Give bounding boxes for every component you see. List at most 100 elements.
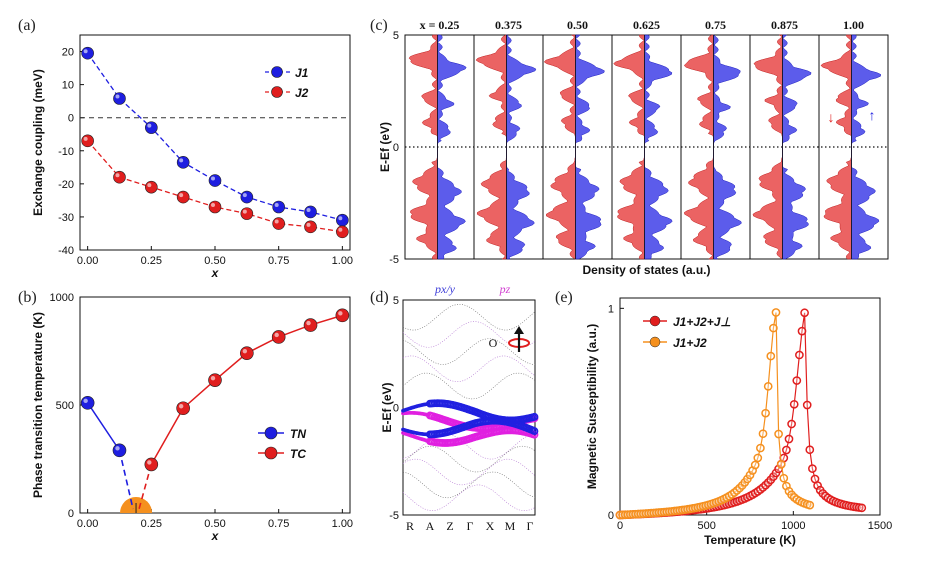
panel-a-legend-J2: J2	[295, 86, 309, 100]
panel-a-point-shine	[306, 207, 311, 212]
panel-a-ytick-label: 20	[62, 47, 74, 59]
panel-d-background-band	[402, 372, 536, 400]
panel-e-point-0	[784, 434, 794, 444]
panel-b-ytick-label: 500	[56, 400, 74, 412]
panel-a-letter: (a)	[18, 17, 36, 34]
panel-b-point-shine	[147, 460, 152, 465]
panel-c-dos-spin-up	[782, 34, 812, 260]
panel-a-point-shine	[147, 183, 152, 188]
panel-a-point-J1	[145, 121, 158, 134]
panel-d-atom-label: O	[489, 336, 498, 350]
panel-d-axes: 50-5E-Ef (eV)R A Z Γ X M Γpx/y pzO	[380, 282, 539, 533]
panel-b-point-shine	[274, 332, 279, 338]
panel-b-point-TC	[303, 318, 318, 332]
panel-a-ytick-label: -40	[58, 245, 74, 257]
panel-e-point-0	[782, 445, 791, 455]
panel-a-xtick-label: 1.00	[332, 255, 353, 267]
panel-a-point-J1	[336, 213, 349, 227]
panel-d-legend-pz: pz	[499, 282, 511, 296]
panel-a-point-J1	[208, 174, 222, 187]
panel-b-series-line-TC	[150, 314, 343, 465]
panel-c-column-label: x = 0.25	[420, 18, 460, 32]
panel-e-point-0	[813, 481, 822, 490]
panel-e-ylabel: Magnetic Susceptibility (a.u.)	[585, 324, 599, 489]
panel-b-xtick-label: 0.25	[141, 518, 162, 530]
panel-a-point-shine	[242, 209, 247, 214]
panel-a-point-J2	[81, 134, 94, 148]
panel-d-background-band	[402, 355, 536, 382]
panel-c-column-label: 0.375	[495, 18, 522, 32]
panel-d-pz-fatband	[412, 411, 416, 415]
panel-e-point-0	[802, 400, 812, 410]
panel-b-point-TC	[271, 330, 286, 344]
panel-e-point-0	[792, 376, 802, 385]
panel-b-TC-extrapolation	[138, 464, 153, 510]
panel-e-xtick-label: 0	[617, 520, 623, 532]
panel-a-point-J2	[304, 220, 317, 234]
panel-d-kpoint-label: Γ	[467, 519, 474, 533]
panel-a-point-shine	[211, 203, 215, 207]
panel-a-xlabel: x	[211, 266, 220, 280]
panel-a-point-J2	[113, 170, 126, 184]
panel-d-spin-arrowhead-icon	[514, 326, 524, 334]
panel-b-xtick-label: 0.50	[204, 518, 225, 530]
panel-a-point-shine	[274, 219, 279, 224]
panel-a-point-J1	[113, 92, 126, 105]
panel-b-xtick-label: 1.00	[332, 518, 353, 530]
panel-a-ytick-label: -30	[58, 212, 74, 224]
panel-e-point-0	[789, 399, 799, 409]
panel-e-point-0	[787, 419, 796, 429]
panel-d-kpoint-label: X	[486, 519, 495, 533]
panel-a-point-shine	[338, 227, 343, 232]
panel-e-letter: (e)	[555, 289, 573, 306]
panel-a-point-shine	[83, 49, 88, 54]
panel-c-xlabel: Density of states (a.u.)	[582, 263, 710, 277]
panel-a-point-J2	[272, 217, 285, 230]
panel-c-column-label: 0.625	[633, 18, 660, 32]
panel-b-point-TN	[112, 443, 127, 458]
panel-e-ytick-label: 0	[608, 510, 614, 522]
panel-e-legend-marker	[649, 315, 661, 327]
panel-e-point-1	[774, 429, 783, 439]
panel-e-point-0	[795, 350, 804, 360]
panel-d-pz-fatband	[413, 411, 418, 415]
panel-b-legend-marker	[264, 446, 278, 460]
panel-b-xtick-label: 0.75	[268, 518, 289, 530]
panel-c-ytick-label: -5	[389, 254, 399, 266]
panel-b-xlabel: x	[211, 529, 220, 543]
panel-d-background-band	[402, 304, 536, 331]
panel-a-point-J1	[240, 190, 254, 204]
panel-d-pz-fatband	[404, 411, 409, 415]
panel-e-point-1	[805, 500, 815, 510]
panel-e-legend-0: J1+J2+J⊥	[673, 315, 731, 329]
panel-a-point-J2	[336, 225, 349, 239]
panel-d-pz-fatband	[407, 411, 412, 415]
panel-e-point-0	[808, 464, 817, 473]
panel-a-point-shine	[338, 216, 343, 221]
panel-e-point-1	[766, 351, 776, 361]
panel-d-background-band	[402, 471, 536, 499]
panel-a-point-J2	[240, 207, 254, 220]
panel-a-point-shine	[306, 222, 311, 227]
panel-a-point-J2	[145, 180, 158, 194]
panel-d-background-band	[402, 433, 536, 460]
panel-d-pz-fatband	[405, 411, 410, 415]
panel-b-point-TC	[208, 373, 222, 387]
panel-c-axes: x = 0.25 0.375 0.50 0.625 0.75 0.875 1.00 5 0 -5 E…	[378, 18, 889, 277]
panel-b-legend-marker	[264, 426, 278, 440]
panel-b-legend-TN: TN	[290, 427, 306, 441]
panel-e-point-1	[756, 443, 765, 453]
panel-b-point-shine	[178, 404, 184, 409]
panel-c-spin-down-arrow: ↓	[828, 109, 835, 125]
panel-b-point-shine	[83, 398, 88, 404]
panel-e-axes: 1 00 500 1000 1500 Temperature (K) Magnetic Su…	[585, 297, 892, 547]
panel-d-ytick-label: -5	[389, 510, 399, 522]
panel-a-series-line-J1	[87, 52, 343, 221]
panel-e-legend-1: J1+J2	[673, 336, 707, 350]
panel-e-point-0	[797, 326, 807, 336]
panel-b-xtick-label: 0.00	[77, 518, 98, 530]
panel-e-point-0	[805, 445, 815, 455]
panel-e-point-1	[763, 382, 773, 391]
panel-a-ylabel: Exchange coupling (meV)	[31, 69, 45, 216]
